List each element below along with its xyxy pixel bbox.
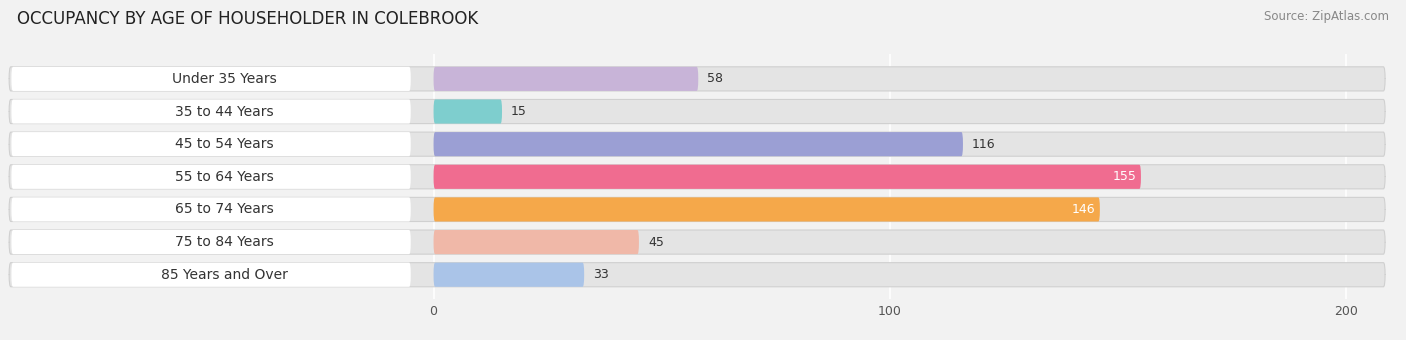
FancyBboxPatch shape [8,132,1385,156]
Text: 45: 45 [648,236,664,249]
FancyBboxPatch shape [11,197,411,222]
FancyBboxPatch shape [8,262,1385,287]
Text: Source: ZipAtlas.com: Source: ZipAtlas.com [1264,10,1389,23]
FancyBboxPatch shape [11,67,411,91]
Text: 116: 116 [972,138,995,151]
FancyBboxPatch shape [433,197,1099,222]
Text: 65 to 74 Years: 65 to 74 Years [176,202,274,217]
FancyBboxPatch shape [11,165,411,189]
Text: 146: 146 [1071,203,1095,216]
Text: 85 Years and Over: 85 Years and Over [162,268,288,282]
FancyBboxPatch shape [8,99,1385,124]
FancyBboxPatch shape [11,132,411,156]
Text: 75 to 84 Years: 75 to 84 Years [176,235,274,249]
FancyBboxPatch shape [11,99,411,124]
Text: 155: 155 [1112,170,1136,183]
FancyBboxPatch shape [433,165,1140,189]
FancyBboxPatch shape [433,67,699,91]
FancyBboxPatch shape [433,99,502,124]
Text: 55 to 64 Years: 55 to 64 Years [176,170,274,184]
Text: Under 35 Years: Under 35 Years [173,72,277,86]
FancyBboxPatch shape [11,262,411,287]
Text: 33: 33 [593,268,609,281]
FancyBboxPatch shape [11,230,411,254]
Text: 35 to 44 Years: 35 to 44 Years [176,104,274,119]
FancyBboxPatch shape [8,230,1385,254]
Text: 15: 15 [512,105,527,118]
FancyBboxPatch shape [433,230,638,254]
FancyBboxPatch shape [8,67,1385,91]
Text: 58: 58 [707,72,723,85]
Text: OCCUPANCY BY AGE OF HOUSEHOLDER IN COLEBROOK: OCCUPANCY BY AGE OF HOUSEHOLDER IN COLEB… [17,10,478,28]
FancyBboxPatch shape [433,132,963,156]
FancyBboxPatch shape [433,262,583,287]
FancyBboxPatch shape [8,165,1385,189]
FancyBboxPatch shape [8,197,1385,222]
Text: 45 to 54 Years: 45 to 54 Years [176,137,274,151]
